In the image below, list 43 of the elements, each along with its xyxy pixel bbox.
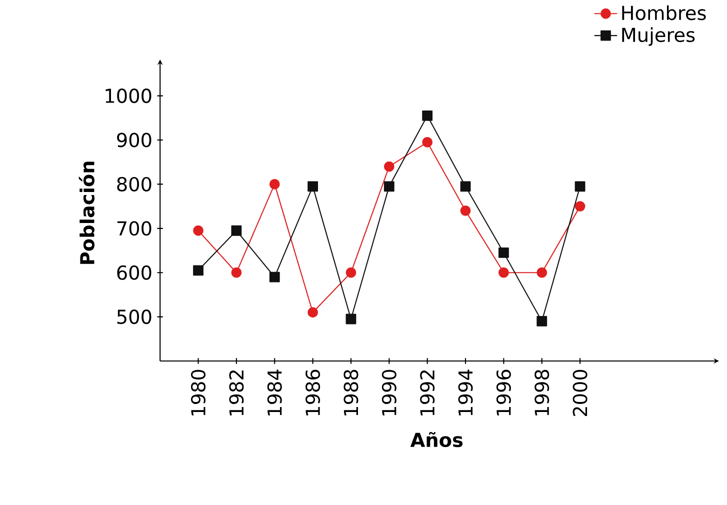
x-axis-title: Años	[410, 432, 463, 448]
legend-label: Hombres	[622, 5, 706, 20]
x-tick-label: 1980	[191, 370, 206, 416]
point	[498, 267, 509, 278]
x-tick-label: 1984	[267, 370, 282, 416]
point	[536, 316, 548, 326]
y-tick-label: 800	[117, 176, 152, 192]
y-tick-label: 900	[117, 132, 152, 148]
point	[269, 272, 280, 282]
point	[422, 110, 433, 121]
x-tick-label: 1992	[420, 370, 435, 416]
legend-label: Mujeres	[622, 27, 695, 46]
y-axis-title: Población	[78, 162, 94, 264]
point	[308, 181, 318, 192]
y-tick-label: 1000	[106, 88, 152, 104]
point	[422, 136, 433, 148]
point	[574, 181, 586, 192]
y-tick-label: 700	[117, 221, 152, 236]
point	[536, 267, 548, 278]
point	[460, 181, 471, 192]
x-tick-label: 1990	[382, 370, 396, 416]
point	[231, 225, 242, 236]
x-tick-label: 2000	[572, 370, 588, 416]
x-tick-label: 1994	[458, 370, 473, 416]
x-tick-label: 1996	[496, 370, 511, 416]
point	[308, 307, 318, 318]
point	[346, 314, 356, 324]
point	[384, 161, 394, 172]
point	[269, 178, 280, 190]
x-tick-label: 1986	[306, 370, 320, 416]
y-tick-label: 600	[117, 265, 152, 280]
x-tick-label: 1988	[344, 370, 358, 416]
point	[346, 267, 356, 278]
x-tick-label: 1982	[229, 370, 244, 416]
y-tick-label: 500	[117, 310, 152, 324]
point	[460, 205, 471, 216]
point	[193, 225, 204, 236]
point	[498, 247, 509, 258]
point	[231, 267, 242, 278]
point	[574, 201, 586, 212]
point	[384, 181, 394, 192]
point	[193, 265, 204, 276]
x-tick-label: 1998	[534, 370, 550, 416]
